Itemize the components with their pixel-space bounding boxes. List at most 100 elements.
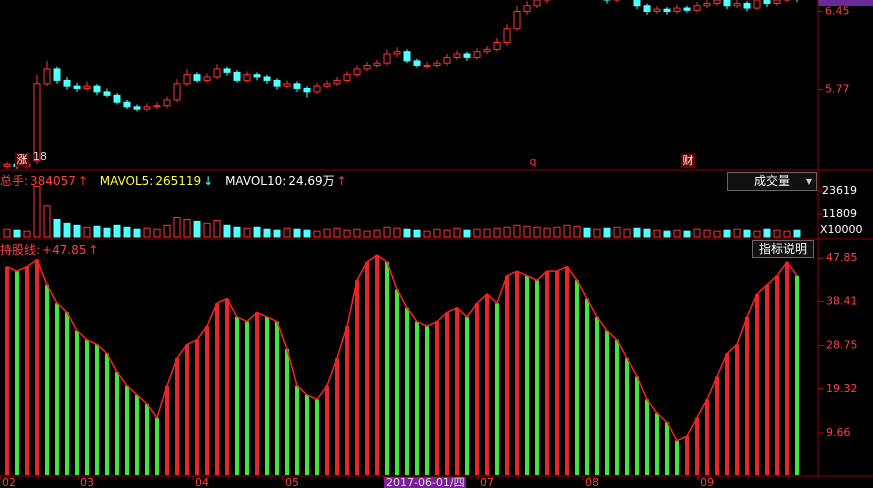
indicator-bar (475, 303, 479, 475)
volume-bar (33, 185, 41, 238)
candle-body (373, 62, 381, 66)
x-tick-label: 02 (2, 476, 16, 488)
marker-box (15, 153, 29, 167)
candle-body (213, 68, 221, 78)
volume-bar (133, 228, 141, 238)
volume-bar (303, 229, 311, 238)
y-tick-label: 5.77 (825, 83, 850, 96)
candle-body (653, 8, 661, 12)
indicator-bar (625, 358, 629, 475)
indicator-bar (5, 266, 9, 475)
indicator-bar (755, 294, 759, 475)
indicator-bar (725, 353, 729, 475)
candle-body (443, 56, 451, 64)
candle-body (283, 83, 291, 87)
indicator-value: +47.85 (42, 243, 87, 257)
volume-bar (233, 226, 241, 238)
candle-body (743, 2, 751, 9)
volume-bar (563, 224, 571, 238)
volume-bar (623, 228, 631, 238)
volume-bar (3, 228, 11, 238)
x-tick-label: 03 (80, 476, 94, 488)
indicator-bar (645, 399, 649, 475)
indicator-bar (385, 261, 389, 475)
y-tick-label: 28.75 (826, 339, 858, 352)
volume-bar (323, 228, 331, 238)
candle-body (313, 85, 321, 93)
indicator-bar (705, 399, 709, 475)
arrow: ↓ (203, 174, 214, 188)
indicator-bar (195, 339, 199, 475)
mavol5-value: 265119 (155, 174, 202, 188)
indicator-bar (335, 358, 339, 475)
volume-bar (53, 218, 61, 238)
candle-body (143, 106, 151, 110)
volume-bar (373, 229, 381, 238)
candle-body (633, 0, 641, 7)
marker-box (681, 154, 695, 168)
indicator-help-button[interactable]: 指标说明 (752, 240, 814, 258)
indicator-bar (115, 371, 119, 475)
volume-bar (163, 224, 171, 238)
indicator-bar (295, 385, 299, 475)
volume-bar (293, 228, 301, 238)
indicator-bar (155, 417, 159, 475)
candle-body (253, 74, 261, 78)
y-tick-label: 23619 (822, 184, 857, 197)
indicator-bar (305, 394, 309, 475)
x-tick-label: 07 (480, 476, 494, 488)
candle-body (693, 5, 701, 11)
candle-body (63, 79, 71, 87)
volume-bar (793, 229, 801, 238)
indicator-bar (555, 271, 559, 475)
volume-bar (523, 225, 531, 238)
candle-body (483, 48, 491, 53)
indicator-bar (315, 399, 319, 475)
indicator-bar (185, 344, 189, 475)
mavol5-label: MAVOL5: (99, 174, 154, 188)
candle-body (523, 5, 531, 12)
indicator-bar (175, 358, 179, 475)
indicator-bar (575, 280, 579, 475)
candles (6, 0, 798, 169)
y-tick-label: 47.85 (826, 251, 858, 264)
indicator-bar (665, 422, 669, 475)
indicator-selector[interactable]: 成交量 ▼ (727, 172, 817, 191)
candle-body (293, 83, 301, 89)
marker: 财 (683, 153, 694, 167)
candle-body (243, 74, 251, 81)
volume-bar (43, 205, 51, 238)
volume-bar (383, 226, 391, 238)
volume-bar (693, 228, 701, 238)
indicator-bar (465, 316, 469, 475)
volume-bar (393, 227, 401, 238)
y-tick-label: 9.66 (826, 426, 851, 439)
volume-bar (613, 226, 621, 238)
volume-bar (363, 230, 371, 238)
candle-body (333, 79, 341, 85)
volume-bar (513, 224, 521, 238)
indicator-bar (35, 259, 39, 475)
candle-body (353, 68, 361, 76)
volume-bar (183, 218, 191, 238)
volume-bar (553, 226, 561, 238)
volume-bar (643, 228, 651, 238)
volume-bar (603, 227, 611, 238)
volume-bar (493, 227, 501, 238)
volume-bar (533, 226, 541, 238)
indicator-bar (45, 284, 49, 475)
indicator-bar (215, 303, 219, 475)
candle-body (493, 42, 501, 50)
y-tick-label: 11809 (822, 207, 857, 220)
candle-body (673, 7, 681, 12)
indicator-bar (405, 307, 409, 475)
candle-body (103, 91, 111, 96)
volume-bar (243, 227, 251, 238)
volume-bar (483, 228, 491, 238)
indicator-bar (635, 376, 639, 475)
arrow: ↑ (77, 174, 88, 188)
candle-body (703, 2, 711, 7)
candle-body (503, 28, 511, 44)
candle-body (83, 85, 91, 89)
volume-bar (753, 230, 761, 238)
